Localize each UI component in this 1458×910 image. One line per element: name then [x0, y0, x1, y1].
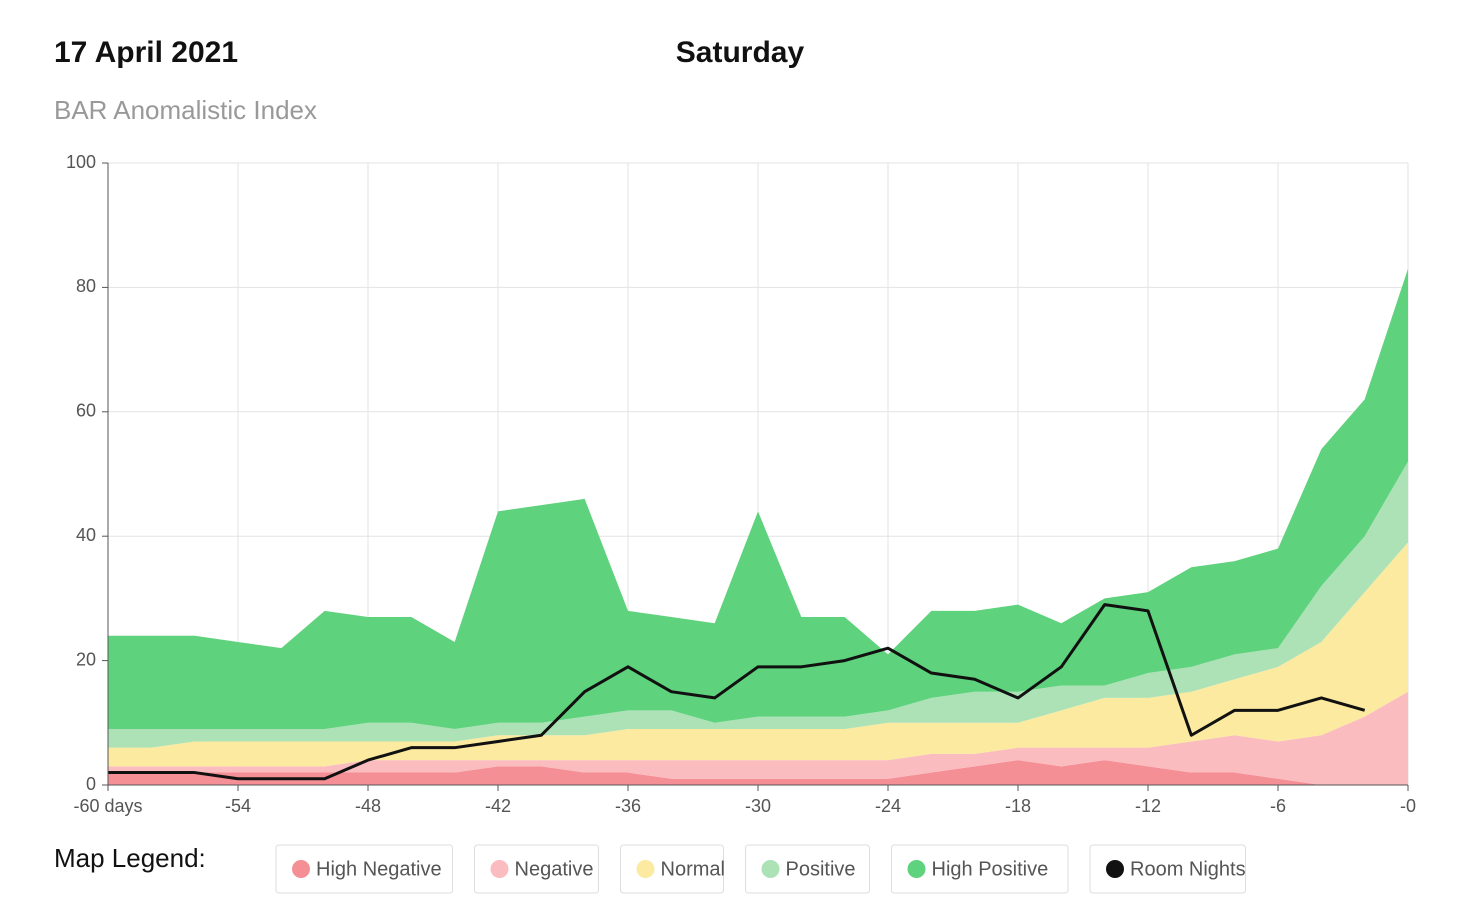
- legend-dot: [292, 860, 310, 878]
- area: [108, 542, 1408, 767]
- area: [108, 268, 1408, 730]
- legend-box: [1089, 844, 1246, 894]
- legend-box: [620, 844, 724, 894]
- legend-dot: [1106, 860, 1124, 878]
- day-label: Saturday: [676, 36, 805, 69]
- legend-label: Room Nights: [1130, 858, 1246, 880]
- y-tick-label: 80: [76, 276, 96, 296]
- legend-label: High Positive: [932, 858, 1049, 880]
- x-tick-label: -18: [1005, 796, 1031, 816]
- legend-dot: [907, 860, 926, 878]
- x-tick-label: -60 days: [73, 796, 142, 816]
- y-tick-label: 60: [76, 401, 96, 421]
- legend-label: High Negative: [316, 858, 442, 880]
- legend-dot: [761, 860, 780, 878]
- x-tick-label: -48: [355, 796, 381, 816]
- y-tick-label: 40: [76, 525, 96, 545]
- legend-label: Normal: [661, 858, 725, 880]
- chart-subtitle: BAR Anomalistic Index: [54, 95, 317, 125]
- legend-box: [745, 844, 870, 894]
- legend-box: [275, 844, 453, 894]
- x-tick-label: -36: [615, 796, 641, 816]
- area: [108, 691, 1408, 785]
- x-tick-label: -6: [1270, 796, 1286, 816]
- x-tick-label: -0: [1400, 796, 1416, 816]
- legend-dot: [636, 860, 655, 878]
- legend-dot: [490, 860, 509, 878]
- x-tick-label: -30: [745, 796, 771, 816]
- legend-label: Negative: [515, 858, 594, 880]
- y-tick-label: 100: [66, 152, 96, 172]
- y-tick-label: 0: [86, 774, 96, 794]
- legend-label: Positive: [786, 858, 856, 880]
- x-tick-label: -12: [1135, 796, 1161, 816]
- legend-box: [891, 844, 1069, 894]
- y-tick-label: 20: [76, 649, 96, 669]
- legend-title: Map Legend:: [54, 843, 206, 873]
- x-tick-label: -24: [875, 796, 901, 816]
- x-tick-label: -42: [485, 796, 511, 816]
- x-tick-label: -54: [225, 796, 251, 816]
- line: [108, 603, 1366, 781]
- legend-box: [474, 844, 599, 894]
- area: [108, 760, 1408, 785]
- chart-title: 17 April 2021: [54, 36, 238, 69]
